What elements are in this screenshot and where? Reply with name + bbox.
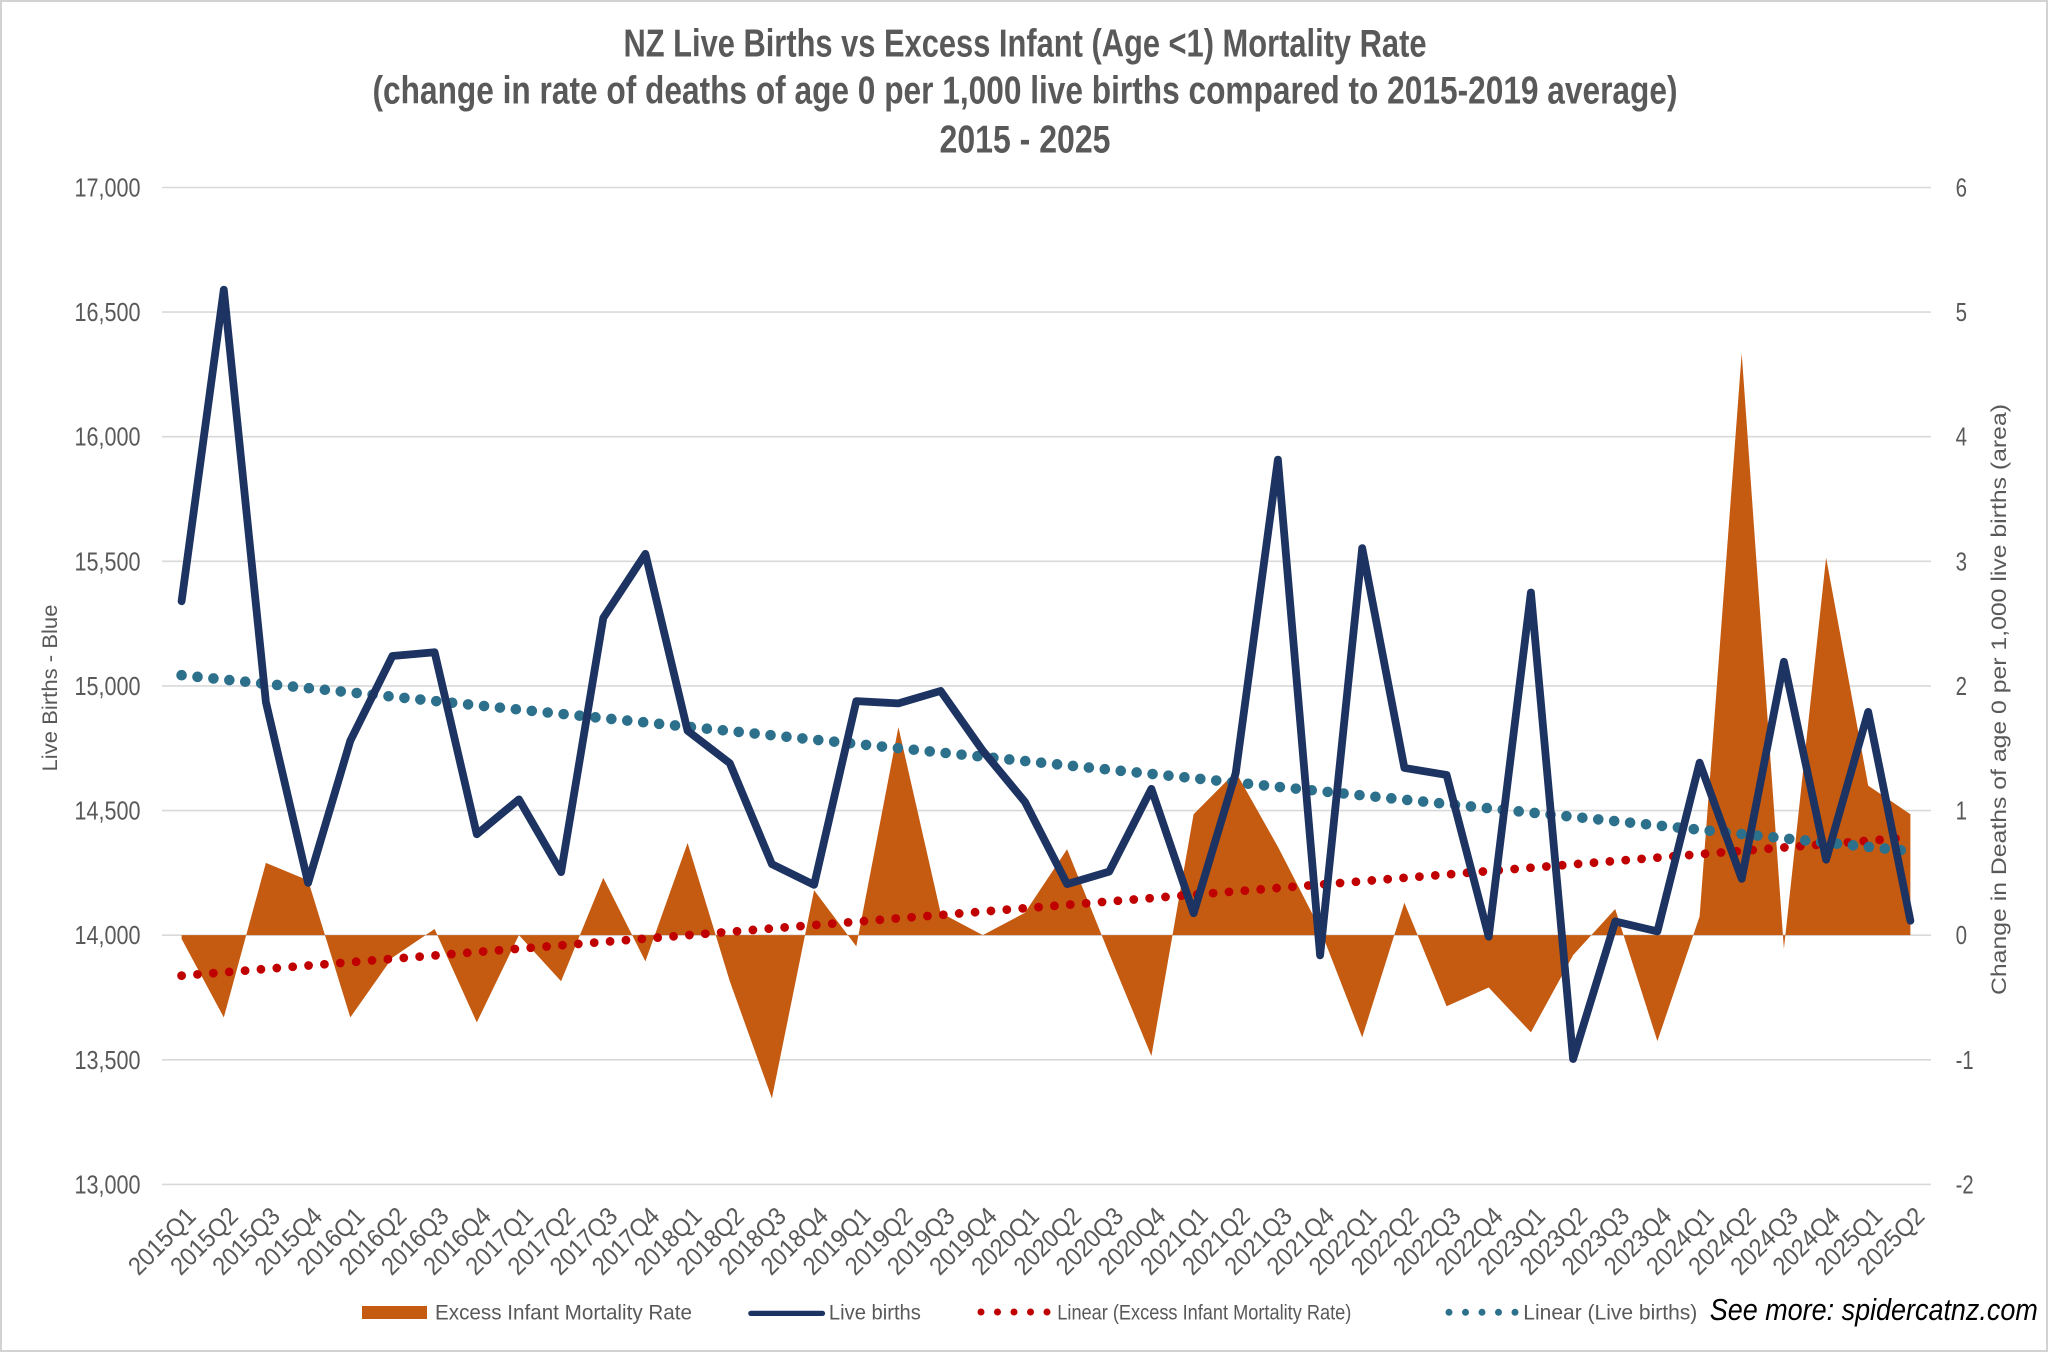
svg-text:3: 3	[1956, 548, 1967, 576]
svg-text:(change in rate of deaths of a: (change in rate of deaths of age 0 per 1…	[373, 70, 1678, 113]
svg-text:6: 6	[1956, 175, 1967, 203]
svg-text:1: 1	[1956, 798, 1967, 826]
svg-text:See more: spidercatnz.com: See more: spidercatnz.com	[1710, 1293, 2038, 1327]
svg-text:13,000: 13,000	[75, 1171, 141, 1199]
svg-text:13,500: 13,500	[75, 1047, 141, 1075]
svg-text:17,000: 17,000	[75, 175, 141, 203]
svg-text:Linear (Live births): Linear (Live births)	[1523, 1301, 1697, 1325]
svg-text:Excess Infant Mortality Rate: Excess Infant Mortality Rate	[435, 1301, 692, 1325]
svg-text:Live births: Live births	[829, 1301, 921, 1325]
svg-text:15,000: 15,000	[75, 673, 141, 701]
svg-text:Change in Deaths of age 0 per: Change in Deaths of age 0 per 1,000 live…	[1987, 404, 2011, 995]
svg-text:14,000: 14,000	[75, 922, 141, 950]
svg-text:Live Births - Blue: Live Births - Blue	[38, 605, 62, 772]
svg-text:16,000: 16,000	[75, 424, 141, 452]
svg-text:2: 2	[1956, 673, 1967, 701]
svg-text:5: 5	[1956, 299, 1967, 327]
svg-text:2015 - 2025: 2015 - 2025	[940, 119, 1111, 162]
svg-text:16,500: 16,500	[75, 299, 141, 327]
svg-text:14,500: 14,500	[75, 798, 141, 826]
svg-text:Linear (Excess Infant Mortalit: Linear (Excess Infant Mortality Rate)	[1057, 1301, 1351, 1325]
svg-text:-1: -1	[1956, 1047, 1974, 1075]
svg-text:15,500: 15,500	[75, 548, 141, 576]
svg-text:0: 0	[1956, 922, 1967, 950]
svg-text:NZ Live Births vs Excess Infan: NZ Live Births vs Excess Infant (Age <1)…	[624, 23, 1427, 66]
svg-text:4: 4	[1956, 424, 1967, 452]
svg-text:-2: -2	[1956, 1171, 1974, 1199]
